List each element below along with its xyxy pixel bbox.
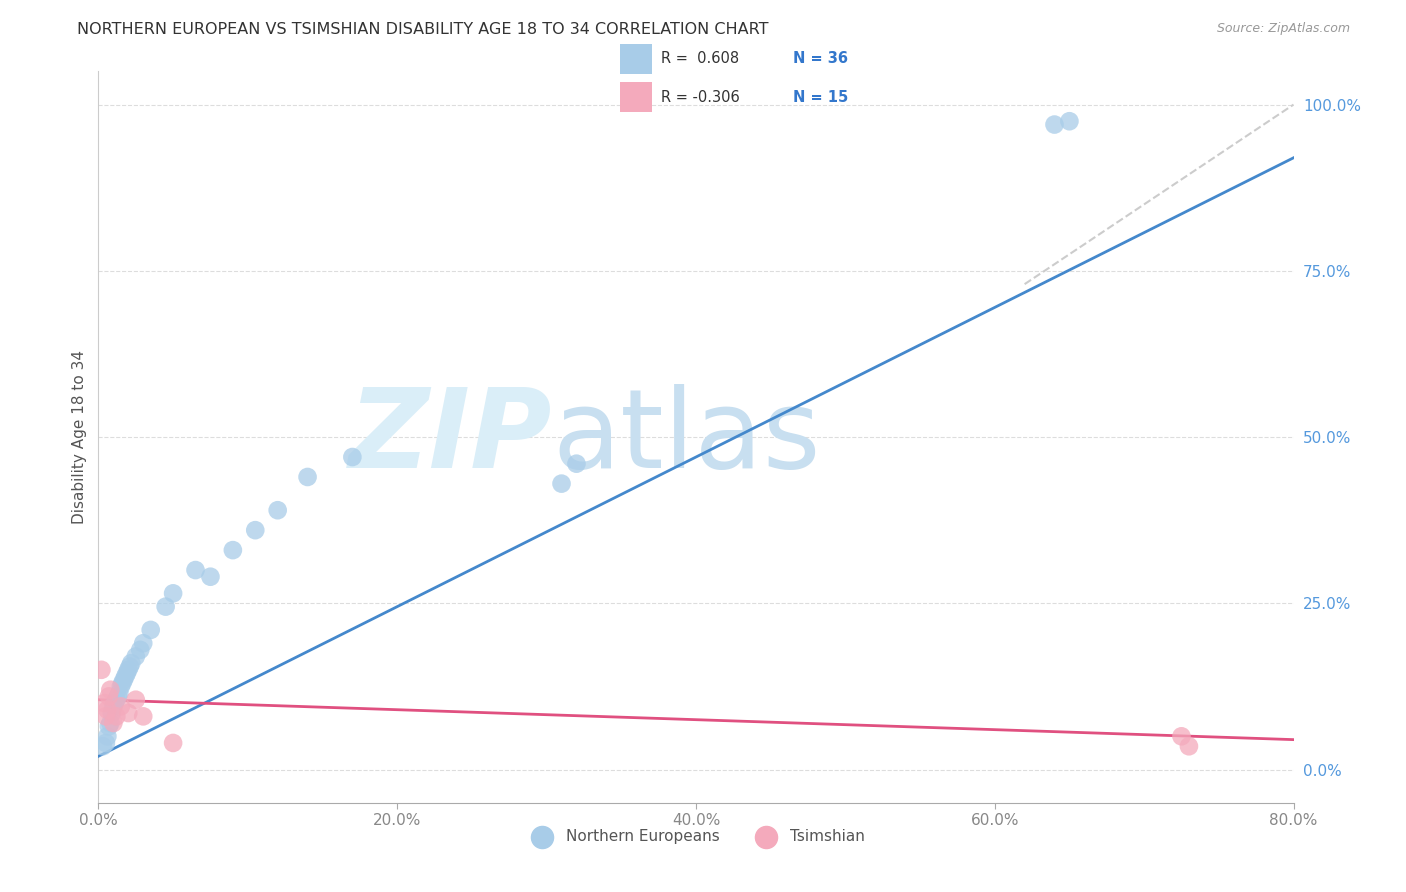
Text: R = -0.306: R = -0.306 [661,89,740,104]
Text: R =  0.608: R = 0.608 [661,52,738,67]
Point [120,656,142,670]
Point [114,669,136,683]
Point [125,692,148,706]
Point [1059,114,1081,128]
FancyBboxPatch shape [620,44,652,74]
Point [97,690,120,704]
Point [105,709,128,723]
Point [139,623,162,637]
Text: atlas: atlas [553,384,821,491]
Point [97,719,120,733]
Point [101,706,124,720]
Text: N = 15: N = 15 [793,89,848,104]
Point [104,696,127,710]
Point [132,709,155,723]
Text: ZIP: ZIP [349,384,553,491]
Point [1178,739,1201,754]
Point [565,457,588,471]
Text: N = 36: N = 36 [793,52,848,67]
Point [103,716,125,731]
Point [267,503,290,517]
Point [115,666,138,681]
Point [91,739,114,754]
Point [93,696,115,710]
Text: NORTHERN EUROPEAN VS TSIMSHIAN DISABILITY AGE 18 TO 34 CORRELATION CHART: NORTHERN EUROPEAN VS TSIMSHIAN DISABILIT… [77,22,769,37]
Point [125,649,148,664]
Point [96,703,118,717]
Y-axis label: Disability Age 18 to 34: Disability Age 18 to 34 [72,350,87,524]
Point [103,699,125,714]
Point [162,736,184,750]
Text: Source: ZipAtlas.com: Source: ZipAtlas.com [1216,22,1350,36]
Point [162,586,184,600]
Point [1170,729,1192,743]
Point [550,476,572,491]
Point [105,692,128,706]
Point [129,643,152,657]
Point [94,736,117,750]
Point [117,663,139,677]
Point [200,570,222,584]
Point [118,659,141,673]
Point [90,663,112,677]
Point [297,470,319,484]
Point [98,716,122,731]
Point [117,706,139,720]
Point [110,680,132,694]
FancyBboxPatch shape [620,82,652,112]
Point [112,673,135,687]
Point [132,636,155,650]
Point [94,709,117,723]
Point [107,690,129,704]
Point [342,450,364,464]
Point [155,599,177,614]
Point [98,682,122,697]
Point [96,729,118,743]
Legend: Northern Europeans, Tsimshian: Northern Europeans, Tsimshian [520,822,872,850]
Point [1043,118,1066,132]
Point [108,686,131,700]
Point [110,699,132,714]
Point [184,563,207,577]
Point [245,523,267,537]
Point [222,543,245,558]
Point [111,676,134,690]
